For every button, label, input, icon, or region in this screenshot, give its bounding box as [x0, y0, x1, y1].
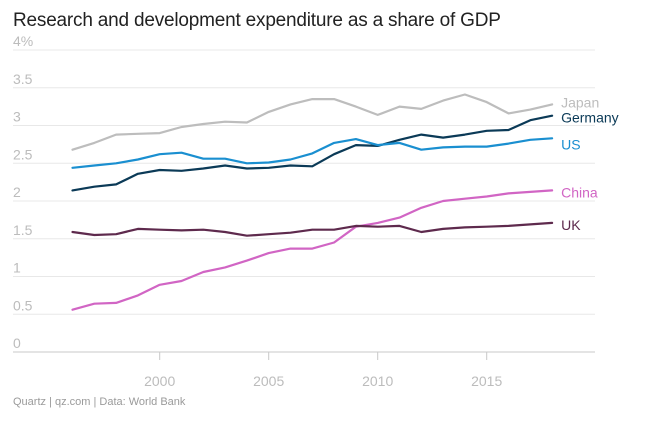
y-tick-label: 1 [13, 260, 21, 276]
y-tick-label: 3 [13, 109, 21, 125]
series-label-us: US [561, 136, 580, 152]
x-tick-label: 2000 [144, 373, 175, 389]
source-note: Quartz | qz.com | Data: World Bank [13, 396, 186, 408]
x-tick-label: 2015 [471, 373, 502, 389]
x-axis-ticks: 2000 2005 2010 2015 [144, 352, 502, 389]
y-tick-label: 4% [13, 33, 33, 49]
y-tick-label: 1.5 [13, 222, 33, 238]
y-tick-label: 0 [13, 335, 21, 351]
y-tick-label: 2 [13, 184, 21, 200]
series-label-uk: UK [561, 217, 581, 233]
gridlines [13, 49, 595, 353]
y-axis-ticks: 0 0.5 1 1.5 2 2.5 3 3.5 4% [13, 33, 33, 351]
series-line-germany [71, 114, 554, 192]
y-tick-label: 0.5 [13, 297, 33, 313]
chart-title: Research and development expenditure as … [13, 10, 501, 31]
series-label-china: China [561, 184, 598, 200]
x-tick-label: 2005 [253, 373, 284, 389]
y-tick-label: 3.5 [13, 71, 33, 87]
series-line-japan [71, 93, 554, 151]
y-tick-label: 2.5 [13, 146, 33, 162]
x-tick-label: 2010 [362, 373, 393, 389]
series-label-germany: Germany [561, 110, 619, 126]
series-line-us [71, 137, 554, 169]
series-label-japan: Japan [561, 94, 599, 110]
series-line-china [71, 189, 554, 311]
series-lines [71, 93, 554, 311]
series-line-uk [71, 221, 554, 237]
